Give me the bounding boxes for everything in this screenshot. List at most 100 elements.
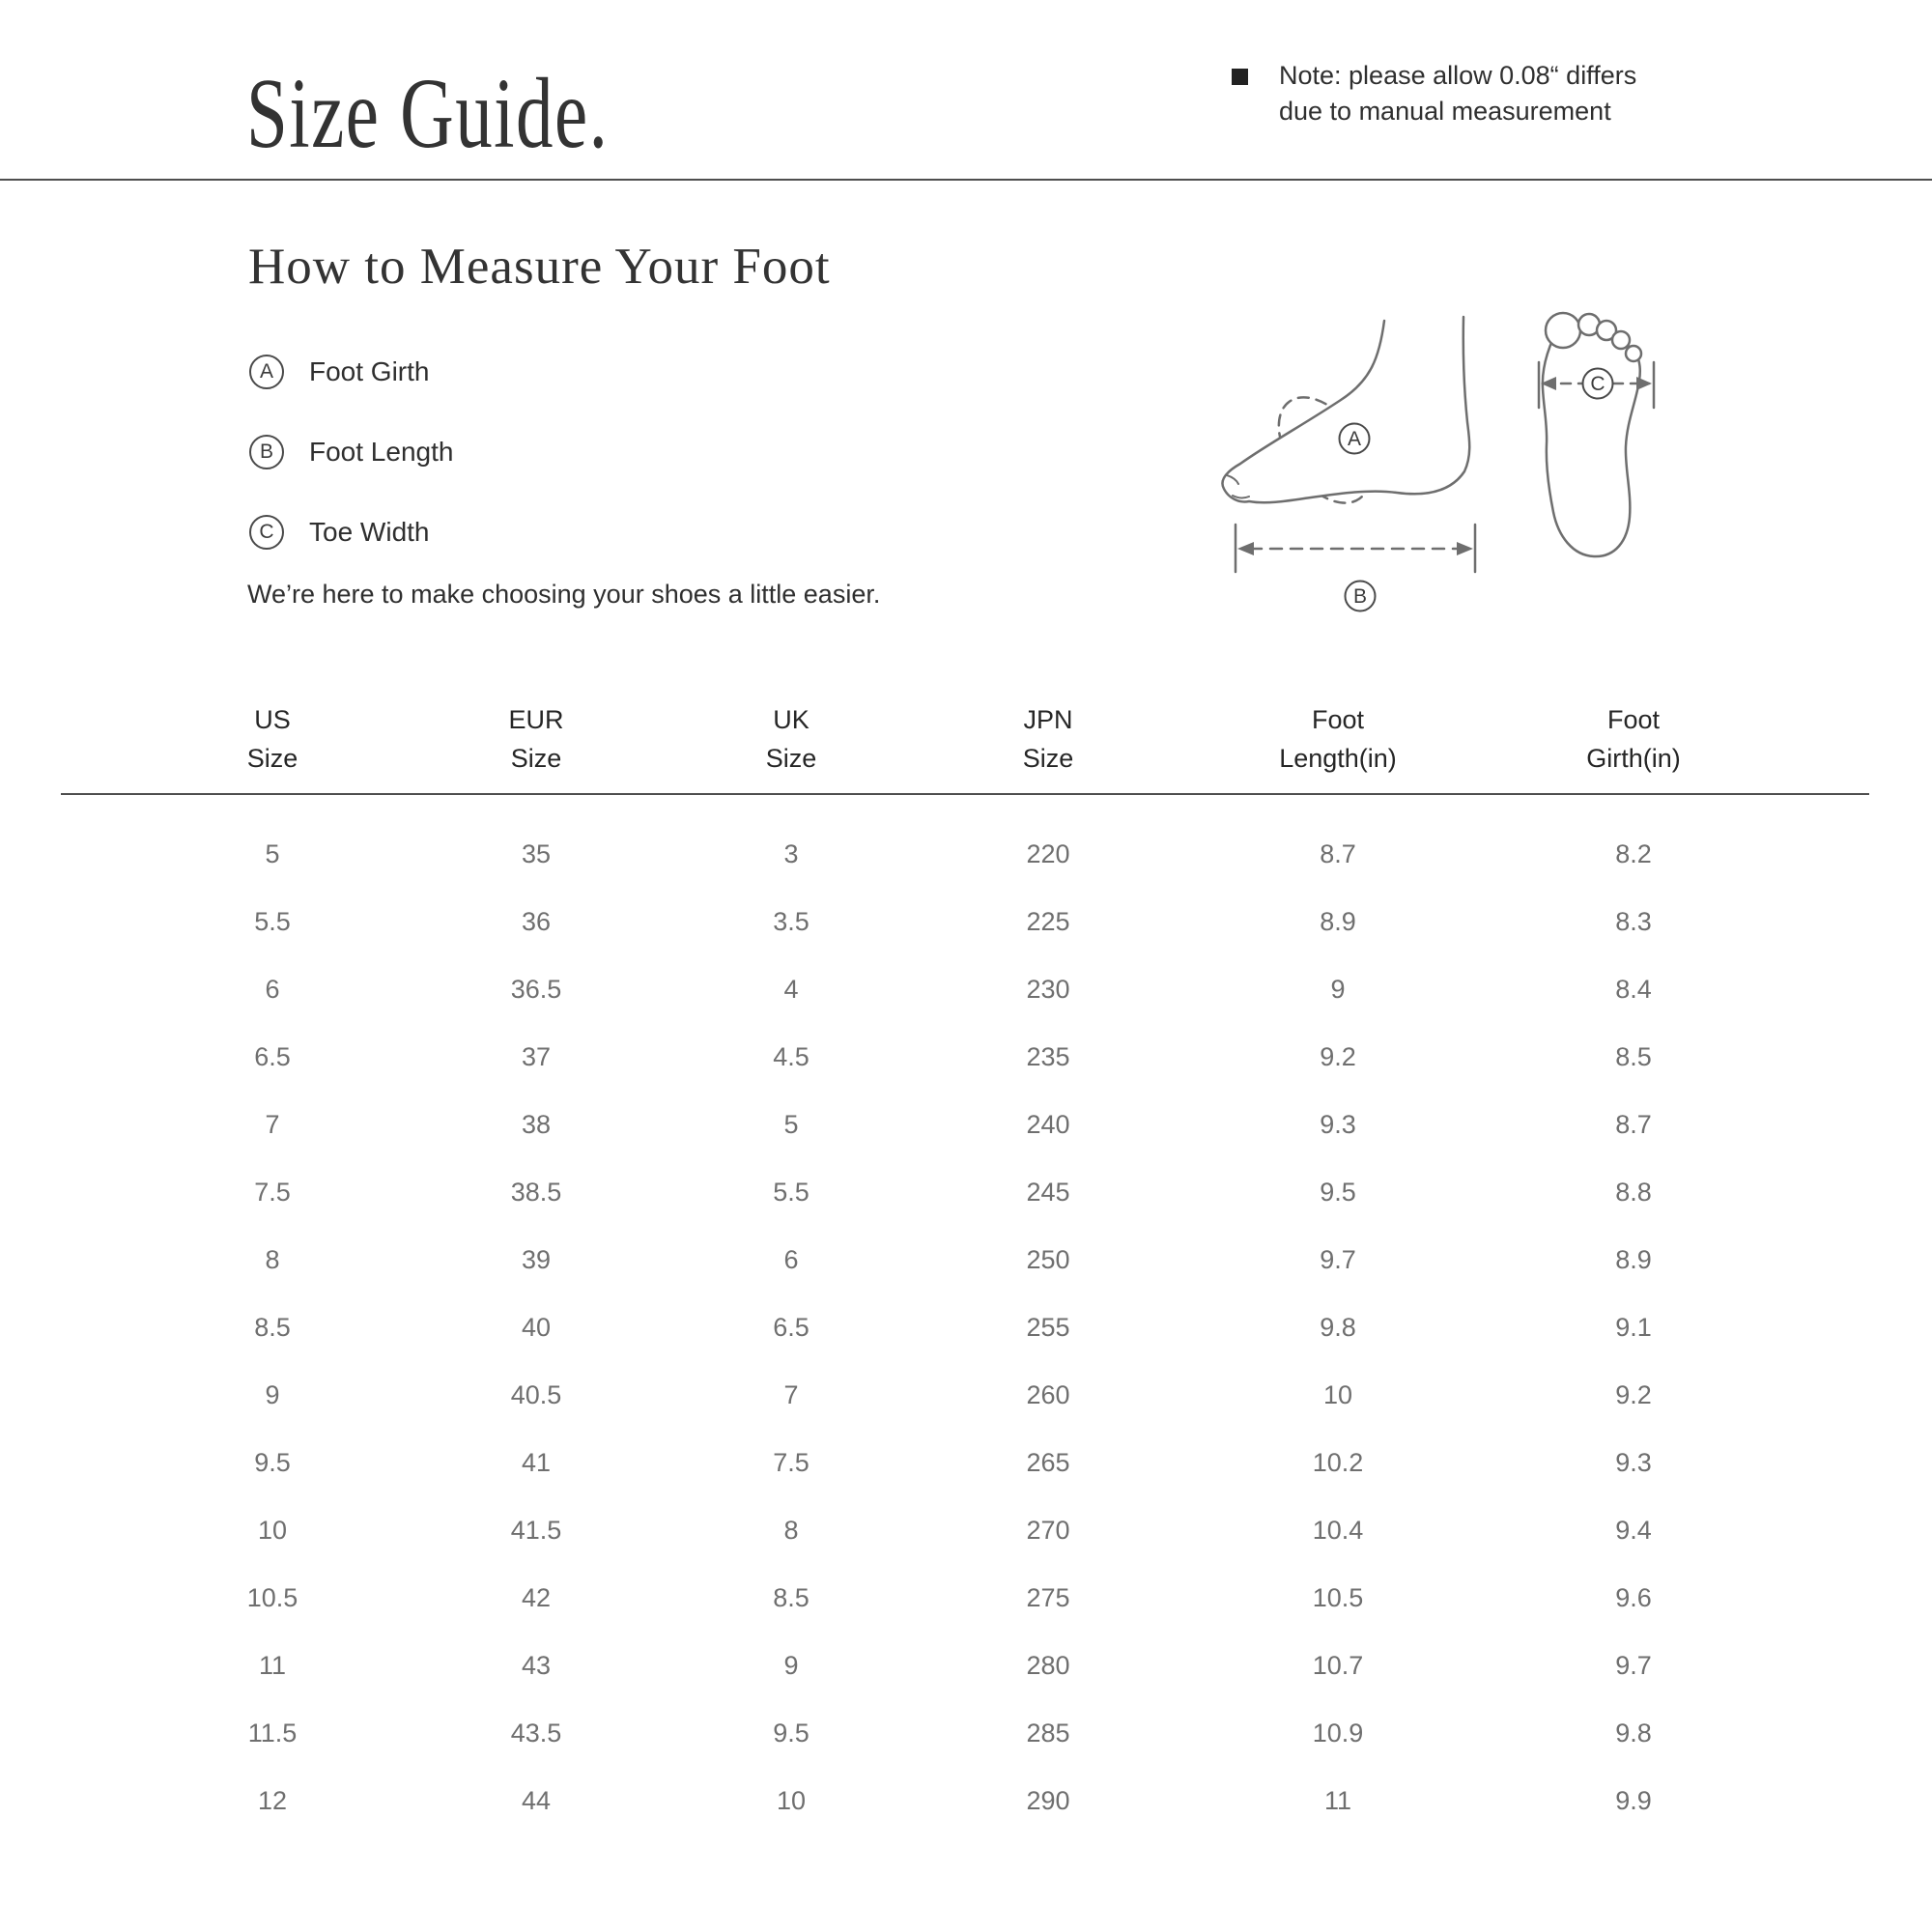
table-row: 10.5 42 8.5 275 10.5 9.6: [61, 1564, 1869, 1632]
table-cell: 220: [1026, 838, 1070, 868]
measure-item-foot-girth: A Foot Girth: [249, 355, 453, 389]
table-cell: 4: [783, 974, 799, 1004]
table-cell: 3: [783, 838, 799, 868]
header-divider: [0, 179, 1932, 181]
foot-measurement-diagram: A B C: [1221, 311, 1656, 612]
width-arrow-left: [1541, 377, 1556, 390]
column-header-us-size: US Size: [61, 665, 484, 795]
diagram-label-b: B: [1344, 580, 1377, 612]
table-cell: 285: [1026, 1718, 1070, 1747]
table-cell: 9.8: [1320, 1312, 1356, 1342]
table-row: 10 41.5 8 270 10.4 9.4: [61, 1496, 1869, 1564]
table-cell: 40: [521, 1312, 552, 1342]
table-row: 6.5 37 4.5 235 9.2 8.5: [61, 1023, 1869, 1091]
length-arrow-right: [1457, 542, 1473, 555]
table-cell: 240: [1026, 1109, 1070, 1139]
table-cell: 8.7: [1615, 1109, 1652, 1139]
note-line-2: due to manual measurement: [1279, 97, 1611, 126]
table-cell: 8.2: [1615, 838, 1652, 868]
column-header-eur-size: EUR Size: [484, 665, 588, 795]
table-cell: 5.5: [254, 906, 291, 936]
table-cell-filler: [1693, 1699, 1869, 1767]
table-cell: 8.5: [773, 1582, 810, 1612]
table-cell: 260: [1026, 1379, 1070, 1409]
measure-section-heading: How to Measure Your Foot: [248, 239, 831, 295]
table-cell: 41.5: [510, 1515, 562, 1545]
table-cell: 5.5: [773, 1177, 810, 1207]
table-cell: 9.5: [1320, 1177, 1356, 1207]
table-cell-filler: [1693, 820, 1869, 888]
circled-a-icon: A: [249, 355, 284, 389]
measure-description: We’re here to make choosing your shoes a…: [247, 580, 881, 609]
column-header-foot-girth: Foot Girth(in): [1574, 665, 1693, 795]
table-cell: 7.5: [773, 1447, 810, 1477]
length-arrow-left: [1237, 542, 1254, 555]
table-cell: 6: [265, 974, 280, 1004]
table-cell: 9.6: [1615, 1582, 1652, 1612]
table-cell: 11: [258, 1650, 287, 1680]
foot-side-toe-creases: [1226, 474, 1250, 499]
table-cell: 10.9: [1312, 1718, 1364, 1747]
table-cell: 275: [1026, 1582, 1070, 1612]
table-cell: 8.9: [1615, 1244, 1652, 1274]
measure-item-label: Foot Girth: [309, 356, 430, 386]
table-cell: 6.5: [773, 1312, 810, 1342]
table-cell: 290: [1026, 1785, 1070, 1815]
table-cell: 8.5: [1615, 1041, 1652, 1071]
measurement-note: Note: please allow 0.08“ differs due to …: [1232, 58, 1636, 129]
toe-4: [1610, 329, 1632, 351]
table-cell: 10.2: [1312, 1447, 1364, 1477]
table-row: 5 35 3 220 8.7 8.2: [61, 820, 1869, 888]
width-measure-end-bars: [1537, 360, 1656, 410]
square-bullet-icon: [1232, 69, 1248, 85]
table-cell: 9.5: [773, 1718, 810, 1747]
table-spacer-row: [61, 794, 1869, 820]
table-cell: 7.5: [254, 1177, 291, 1207]
table-cell: 9.5: [254, 1447, 291, 1477]
table-cell: 8.9: [1320, 906, 1356, 936]
measure-item-label: Toe Width: [309, 517, 430, 547]
table-cell: 35: [521, 838, 552, 868]
table-cell: 8.7: [1320, 838, 1356, 868]
table-cell: 6.5: [254, 1041, 291, 1071]
note-text: Note: please allow 0.08“ differs due to …: [1279, 58, 1636, 129]
table-cell: 225: [1026, 906, 1070, 936]
table-cell: 11: [1323, 1785, 1352, 1815]
table-cell: 9.2: [1615, 1379, 1652, 1409]
table-cell: 9.9: [1615, 1785, 1652, 1815]
table-cell: 37: [521, 1041, 552, 1071]
table-cell: 10.5: [246, 1582, 298, 1612]
table-cell: 245: [1026, 1177, 1070, 1207]
column-header-uk-size: UK Size: [588, 665, 994, 795]
toe-5: [1624, 344, 1643, 363]
svg-text:A: A: [1348, 428, 1361, 450]
big-toe: [1544, 311, 1582, 350]
table-cell-filler: [1693, 1091, 1869, 1158]
table-cell-filler: [1693, 1361, 1869, 1429]
table-cell: 8: [783, 1515, 799, 1545]
table-cell: 270: [1026, 1515, 1070, 1545]
table-cell: 41: [521, 1447, 552, 1477]
table-row: 6 36.5 4 230 9 8.4: [61, 955, 1869, 1023]
table-cell: 38: [521, 1109, 552, 1139]
table-cell: 10.4: [1312, 1515, 1364, 1545]
table-cell: 8: [265, 1244, 280, 1274]
table-cell: 255: [1026, 1312, 1070, 1342]
table-cell: 8.3: [1615, 906, 1652, 936]
table-cell: 44: [521, 1785, 552, 1815]
foot-sole-outline: [1541, 329, 1641, 558]
table-cell: 38.5: [510, 1177, 562, 1207]
table-cell: 43.5: [510, 1718, 562, 1747]
table-cell: 8.5: [254, 1312, 291, 1342]
table-cell-filler: [1693, 1767, 1869, 1834]
table-cell: 280: [1026, 1650, 1070, 1680]
table-row: 5.5 36 3.5 225 8.9 8.3: [61, 888, 1869, 955]
table-cell: 9.4: [1615, 1515, 1652, 1545]
table-cell: 12: [257, 1785, 288, 1815]
table-cell: 10: [776, 1785, 807, 1815]
table-cell: 7: [265, 1109, 280, 1139]
svg-text:C: C: [1590, 373, 1605, 395]
table-cell: 3.5: [773, 906, 810, 936]
toe-3: [1595, 319, 1618, 342]
column-header-filler: [1693, 665, 1869, 795]
